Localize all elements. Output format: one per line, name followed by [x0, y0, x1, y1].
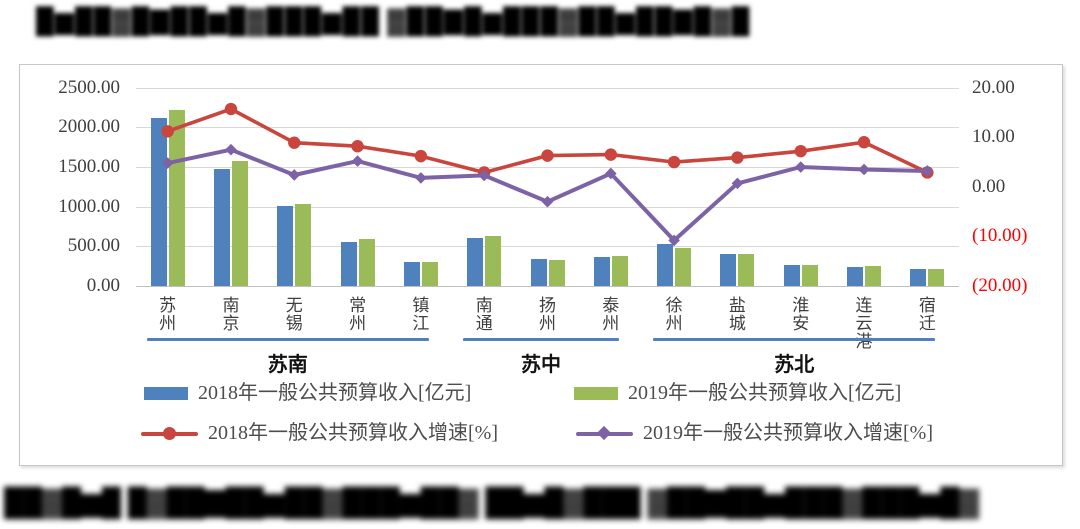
category-group-label: 苏北 [774, 354, 815, 376]
x-axis-label: 南 通 [475, 296, 493, 333]
marker-2018-growth-circle [857, 136, 871, 149]
marker-2018-growth-circle [351, 139, 364, 153]
left-axis-tick-label: 500.00 [67, 235, 120, 257]
marker-2018-growth-circle [414, 149, 428, 163]
right-axis-tick-label: (20.00) [972, 275, 1028, 296]
blurred-footnote: ██▓█▆█ █▓██▇██▆██▓███▆██▓ ██▆█▓███ ▓██▇█… [4, 487, 980, 517]
marker-2019-growth-diamond [415, 172, 427, 184]
right-axis-tick-label: 0.00 [972, 175, 1006, 197]
bar-2018-revenue [530, 259, 547, 286]
bar-2018-revenue [910, 269, 927, 286]
x-axis-label: 徐 州 [665, 296, 683, 333]
bar-2019-revenue [358, 239, 375, 286]
x-axis-label: 宿 迁 [918, 296, 936, 333]
bar-2018-revenue [657, 244, 674, 286]
legend-label: 2019年一般公共预算收入增速[%] [643, 422, 933, 444]
left-axis-tick-label: 2500.00 [58, 76, 120, 98]
marker-2018-growth-circle [604, 148, 618, 161]
right-axis-tick-label: 20.00 [972, 76, 1015, 98]
gridline [136, 167, 959, 169]
category-group-line [653, 338, 936, 341]
bar-2018-revenue [277, 205, 294, 286]
marker-2018-growth-circle [541, 149, 554, 162]
x-axis-label: 无 锡 [285, 296, 303, 333]
x-axis-line [136, 286, 959, 287]
bar-2019-revenue [421, 261, 438, 286]
x-axis-label: 淮 安 [792, 296, 810, 333]
bar-2018-revenue [593, 257, 610, 286]
right-axis-tick-label: 10.00 [972, 126, 1015, 148]
left-axis-tick-label: 1500.00 [58, 156, 120, 178]
bar-2019-revenue [295, 203, 312, 286]
marker-2018-growth-circle [288, 136, 301, 149]
bar-2018-revenue [467, 237, 484, 286]
left-axis-tick-label: 2000.00 [58, 116, 120, 138]
left-axis-tick-label: 1000.00 [58, 195, 120, 217]
bar-2019-revenue [738, 254, 755, 286]
category-group-line [463, 338, 619, 341]
gridline [136, 246, 959, 248]
marker-2019-growth-diamond [351, 155, 364, 167]
gridline [136, 206, 959, 208]
marker-2019-growth-diamond [858, 163, 870, 176]
bar-2019-revenue [928, 268, 945, 286]
marker-2018-growth-circle [224, 102, 238, 116]
bar-2018-revenue [150, 117, 167, 286]
left-axis-tick-label: 0.00 [86, 275, 120, 296]
marker-2018-growth-circle [794, 144, 807, 158]
x-axis-label: 扬 州 [539, 296, 556, 333]
category-group-label: 苏南 [267, 354, 308, 376]
bar-2019-revenue [231, 160, 248, 286]
gridline [136, 127, 959, 129]
category-group-label: 苏中 [521, 354, 561, 376]
line-2018-growth [167, 107, 929, 175]
legend-label: 2018年一般公共预算收入增速[%] [208, 422, 498, 444]
bar-2019-revenue [801, 264, 818, 286]
right-axis-tick-label: (10.00) [972, 225, 1028, 247]
legend-marker-circle [163, 427, 176, 440]
x-axis-label: 盐 城 [728, 296, 746, 333]
x-axis-label: 镇 江 [412, 296, 430, 333]
x-axis-label: 常 州 [349, 296, 367, 333]
marker-2018-growth-circle [921, 166, 934, 179]
bar-2019-revenue [675, 248, 692, 286]
x-axis-label: 南 京 [222, 296, 240, 333]
category-group-line [146, 338, 429, 341]
bar-2018-revenue [847, 266, 864, 286]
legend-label: 2019年一般公共预算收入[亿元] [628, 382, 902, 404]
marker-2019-growth-diamond [288, 169, 301, 181]
gridline [136, 87, 959, 89]
bar-2019-revenue [485, 236, 502, 286]
bar-2019-revenue [168, 109, 185, 286]
marker-2019-growth-diamond [605, 167, 617, 180]
marker-2018-growth-circle [477, 166, 491, 179]
legend-label: 2018年一般公共预算收入[亿元] [198, 382, 472, 404]
chart-container: 2500.00 2000.00 1500.00 1000.00 500.00 0.00 20… [19, 64, 1063, 466]
marker-2019-growth-diamond [731, 177, 744, 190]
bar-2018-revenue [720, 254, 737, 286]
blurred-title: █▆██▓█▇██▆█▓███▆██ ▓██▇█▆███▓██▆██▇█▓█ [36, 8, 751, 35]
bar-2018-revenue [213, 169, 230, 286]
bar-2018-revenue [340, 241, 357, 286]
bar-2019-revenue [865, 266, 882, 286]
marker-2019-growth-diamond [478, 169, 490, 182]
legend-swatch-bar [144, 387, 188, 400]
bar-2018-revenue [783, 265, 800, 286]
x-axis-label: 连 云 港 [855, 296, 873, 351]
marker-2018-growth-circle [731, 151, 744, 164]
x-axis-label: 苏 州 [159, 296, 177, 333]
legend-swatch-bar [574, 387, 618, 400]
x-axis-label: 泰 州 [602, 296, 620, 333]
bar-2018-revenue [403, 262, 420, 286]
marker-2019-growth-diamond [225, 143, 237, 156]
legend-marker-diamond [596, 425, 612, 441]
bar-2019-revenue [548, 260, 565, 286]
bar-2019-revenue [611, 256, 628, 286]
